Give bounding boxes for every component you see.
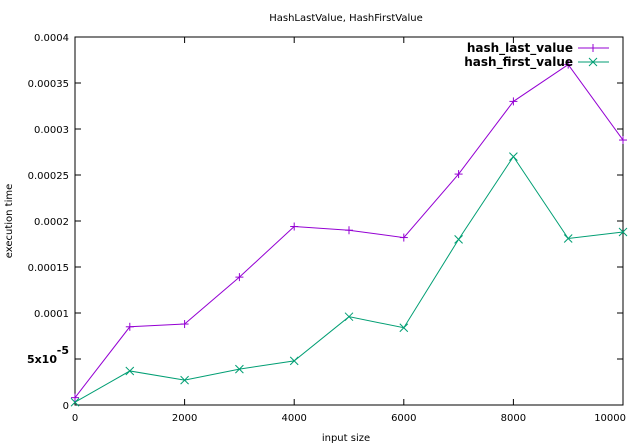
y-axis: 0 5x10-5 0.0001 0.00015 0.0002 0.00025 0.0003 0…	[27, 33, 623, 412]
y-tick-label: 0.00025	[28, 171, 69, 182]
x-axis-label: input size	[322, 433, 370, 444]
data-point-hash-first-value	[70, 397, 80, 407]
x-tick-label: 10000	[594, 413, 626, 424]
data-point-hash-last-value	[290, 222, 299, 231]
data-point-hash-first-value	[509, 152, 518, 161]
data-point-hash-first-value	[618, 227, 628, 237]
data-point-hash-last-value	[235, 273, 244, 282]
data-point-hash-last-value	[564, 60, 573, 69]
y-tick-label: 0	[63, 401, 69, 412]
series-layer	[70, 60, 628, 407]
data-point-hash-first-value	[289, 356, 299, 366]
data-point-hash-last-value	[125, 322, 134, 331]
legend-label: hash_first_value	[464, 55, 573, 70]
y-tick-label: 0.0001	[34, 309, 69, 320]
y-tick-label: 0.0004	[34, 33, 69, 44]
data-point-hash-last-value	[180, 320, 189, 329]
x-tick-label: 4000	[281, 413, 306, 424]
x-tick-label: 2000	[172, 413, 197, 424]
data-point-hash-first-value	[180, 375, 189, 385]
x-tick-label: 0	[72, 413, 78, 424]
data-point-hash-last-value	[345, 226, 353, 235]
data-point-hash-last-value	[454, 170, 463, 179]
data-point-hash-first-value	[235, 364, 244, 374]
data-point-hash-first-value	[563, 234, 573, 243]
y-tick-exponent: -5	[57, 344, 69, 357]
y-tick-label: 0.0003	[34, 125, 69, 136]
y-tick-label: 0.00015	[28, 263, 69, 274]
y-tick-label: 0.0002	[34, 217, 69, 228]
data-point-hash-last-value	[509, 97, 518, 106]
data-point-hash-first-value	[125, 366, 135, 376]
x-tick-label: 8000	[501, 413, 526, 424]
legend-label: hash_last_value	[467, 41, 573, 56]
data-point-hash-first-value	[399, 323, 409, 333]
chart-title: HashLastValue, HashFirstValue	[269, 13, 423, 24]
data-point-hash-last-value	[399, 233, 408, 242]
y-tick-label: 5x10	[27, 353, 57, 366]
data-point-hash-first-value	[344, 312, 354, 322]
legend-marker	[589, 44, 597, 52]
y-tick-label: 0.00035	[28, 79, 69, 90]
x-tick-label: 6000	[391, 413, 416, 424]
y-axis-label: execution time	[4, 184, 15, 259]
legend-marker	[588, 57, 598, 67]
data-point-hash-first-value	[454, 235, 463, 244]
data-point-hash-last-value	[71, 393, 79, 402]
data-point-hash-last-value	[619, 136, 627, 145]
